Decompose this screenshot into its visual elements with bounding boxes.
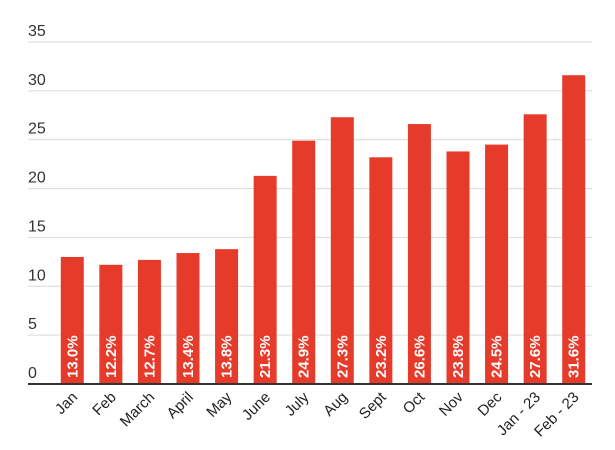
data-label: 27.3%: [334, 335, 351, 378]
y-tick-label: 35: [28, 23, 46, 40]
x-category-label: March: [117, 389, 158, 430]
bar-july: [292, 140, 316, 384]
bar-nov: [446, 151, 470, 384]
x-category-label: Jan: [52, 389, 81, 418]
x-category-label: July: [282, 388, 313, 419]
y-tick-label: 30: [28, 72, 46, 89]
x-category-label: Feb: [89, 389, 119, 419]
bar-sept: [369, 157, 393, 384]
data-labels: 13.0% 12.2% 12.7% 13.4% 13.8% 21.3% 24.9% 27.3%…: [64, 335, 582, 378]
data-label: 13.4%: [180, 335, 197, 378]
bar-jan: [60, 256, 84, 384]
x-category-label: June: [239, 389, 274, 424]
data-label: 12.7%: [141, 335, 158, 378]
data-label: 24.9%: [296, 335, 313, 378]
y-axis-ticks: 0 5 10 15 20 25 30 35: [28, 23, 46, 382]
data-label: 13.8%: [219, 335, 236, 378]
y-tick-label: 25: [28, 121, 46, 138]
data-label: 31.6%: [566, 335, 583, 378]
data-label: 23.2%: [373, 335, 390, 378]
bar-april: [176, 253, 200, 384]
x-category-label: May: [203, 388, 235, 420]
bar-dec: [485, 144, 509, 384]
bar-feb: [99, 264, 123, 384]
y-tick-label: 20: [28, 170, 46, 187]
y-tick-label: 15: [28, 218, 46, 235]
bar-may: [215, 249, 239, 384]
y-tick-label: 10: [28, 267, 46, 284]
bar-march: [137, 259, 161, 384]
bar-aug: [330, 117, 354, 385]
bar-feb-23: [562, 75, 586, 385]
data-label: 24.5%: [489, 335, 506, 378]
data-label: 27.6%: [527, 335, 544, 378]
bar-jan-23: [523, 114, 547, 385]
y-tick-label: 5: [28, 316, 37, 333]
bars: [60, 75, 586, 385]
x-category-label: Dec: [475, 388, 506, 419]
data-label: 13.0%: [64, 335, 81, 378]
x-category-label: Oct: [400, 388, 429, 417]
bar-june: [253, 175, 277, 384]
x-category-label: April: [164, 389, 197, 422]
x-category-label: Aug: [320, 389, 351, 420]
y-tick-label: 0: [28, 365, 37, 382]
data-label: 26.6%: [411, 335, 428, 378]
bar-oct: [407, 124, 431, 384]
data-label: 23.8%: [450, 335, 467, 378]
x-category-label: Nov: [436, 388, 467, 419]
data-label: 21.3%: [257, 335, 274, 378]
x-category-label: Sept: [356, 388, 390, 422]
data-label: 12.2%: [103, 335, 120, 378]
